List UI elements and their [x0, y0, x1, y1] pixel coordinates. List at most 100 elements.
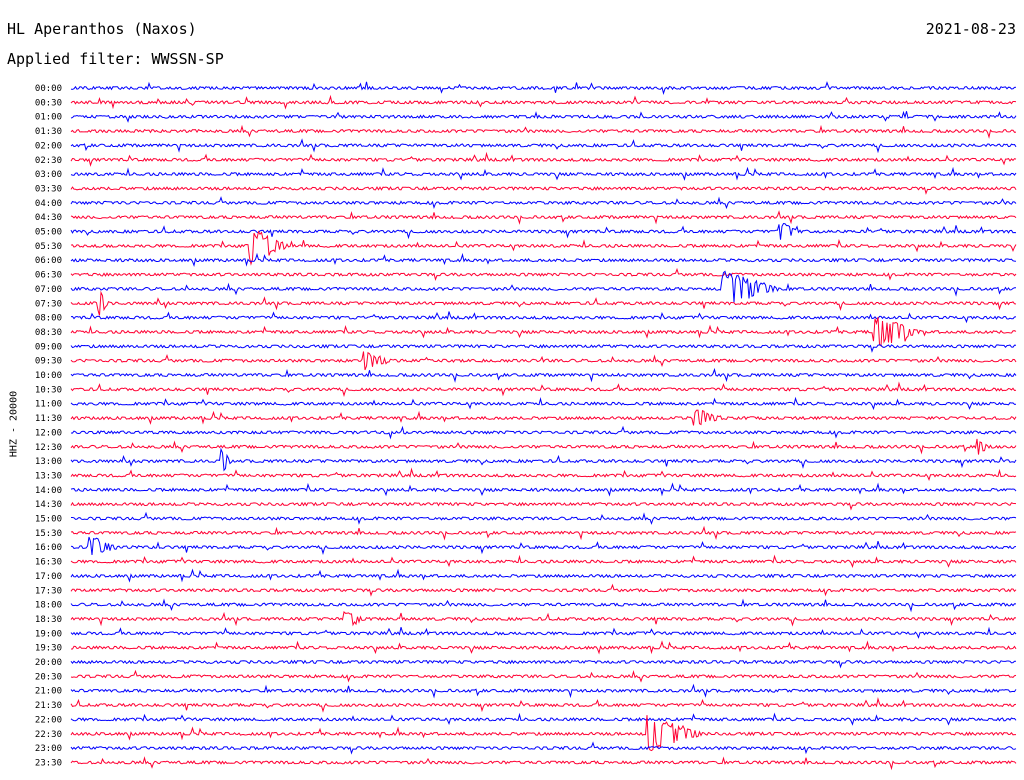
row-time-label: 07:00 [35, 285, 62, 295]
seismic-trace [70, 351, 1017, 371]
seismic-trace [70, 583, 1017, 597]
row-time-label: 08:30 [35, 328, 62, 338]
row-time-label: 08:00 [35, 314, 62, 324]
seismic-trace [70, 467, 1017, 482]
row-time-label: 04:30 [35, 213, 62, 223]
seismic-trace [70, 554, 1017, 569]
seismic-trace [70, 381, 1017, 398]
row-time-label: 01:30 [35, 127, 62, 137]
row-time-label: 06:30 [35, 271, 62, 281]
row-time-label: 01:00 [35, 113, 62, 123]
seismic-trace [70, 230, 1017, 266]
seismic-trace [70, 317, 1017, 347]
row-time-label: 19:30 [35, 644, 62, 654]
seismic-trace [70, 138, 1017, 154]
row-time-label: 17:00 [35, 572, 62, 582]
row-time-label: 02:30 [35, 156, 62, 166]
seismic-trace [70, 166, 1017, 181]
seismic-trace [70, 697, 1017, 713]
seismic-trace [70, 367, 1017, 383]
row-time-label: 10:00 [35, 371, 62, 381]
seismic-trace [70, 311, 1017, 324]
row-time-label: 03:30 [35, 184, 62, 194]
seismic-trace [70, 222, 1017, 240]
seismic-trace [70, 715, 1016, 752]
seismic-trace [70, 756, 1017, 771]
seismic-trace [70, 151, 1017, 167]
row-time-label: 05:00 [35, 228, 62, 238]
seismic-trace [70, 438, 1017, 455]
filter-label: Applied filter: WWSSN-SP [7, 50, 224, 68]
row-time-label: 15:30 [35, 529, 62, 539]
seismic-trace [70, 611, 1017, 627]
row-time-label: 13:00 [35, 457, 62, 467]
seismic-trace [70, 124, 1017, 139]
seismic-trace [70, 741, 1017, 755]
row-time-label: 05:30 [35, 242, 62, 252]
row-time-label: 00:00 [35, 84, 62, 94]
row-time-label: 12:00 [35, 428, 62, 438]
row-time-label: 11:00 [35, 400, 62, 410]
seismic-trace [70, 94, 1017, 110]
seismic-trace [70, 425, 1017, 440]
row-time-label: 10:30 [35, 385, 62, 395]
row-time-label: 21:00 [35, 687, 62, 697]
row-time-label: 03:00 [35, 170, 62, 180]
row-time-label: 02:00 [35, 141, 62, 151]
seismic-trace [70, 186, 1017, 195]
row-time-label: 20:00 [35, 658, 62, 668]
row-time-label: 23:30 [35, 758, 62, 768]
row-time-label: 23:00 [35, 744, 62, 754]
row-time-label: 06:00 [35, 256, 62, 266]
seismic-trace [70, 712, 1017, 726]
seismic-trace [70, 447, 1017, 472]
row-time-label: 11:30 [35, 414, 62, 424]
row-time-label: 20:30 [35, 672, 62, 682]
row-time-label: 13:30 [35, 471, 62, 481]
row-time-label: 18:00 [35, 601, 62, 611]
seismic-trace [70, 210, 1017, 225]
row-time-label: 00:30 [35, 98, 62, 108]
recording-date: 2021-08-23 [925, 20, 1016, 38]
seismic-trace [70, 536, 1017, 556]
seismic-trace [70, 482, 1017, 497]
seismic-trace [70, 81, 1017, 95]
row-time-label: 22:30 [35, 730, 62, 740]
row-time-label: 16:00 [35, 543, 62, 553]
row-time-label: 18:30 [35, 615, 62, 625]
seismic-trace [70, 683, 1017, 699]
seismic-trace [70, 196, 1017, 210]
seismic-trace [70, 501, 1017, 511]
seismic-trace [70, 290, 1017, 316]
seismic-trace [70, 396, 1017, 411]
seismic-trace [70, 598, 1017, 613]
seismic-trace [70, 267, 1017, 282]
seismic-trace [70, 110, 1017, 123]
seismic-trace [70, 409, 1017, 426]
row-time-label: 14:00 [35, 486, 62, 496]
row-time-label: 14:30 [35, 500, 62, 510]
station-title: HL Aperanthos (Naxos) [7, 20, 197, 38]
row-time-label: 22:00 [35, 715, 62, 725]
seismic-trace [70, 270, 1017, 303]
seismic-trace [70, 669, 1017, 683]
row-time-label: 17:30 [35, 586, 62, 596]
seismic-trace [70, 626, 1017, 639]
row-time-label: 09:00 [35, 342, 62, 352]
seismic-trace [70, 343, 1017, 353]
seismic-trace [70, 252, 1017, 267]
row-time-label: 19:00 [35, 629, 62, 639]
seismic-trace [71, 640, 1017, 655]
row-time-label: 04:00 [35, 199, 62, 209]
row-time-label: 15:00 [35, 515, 62, 525]
row-time-label: 09:30 [35, 357, 62, 367]
row-time-label: 16:30 [35, 558, 62, 568]
seismic-trace [70, 659, 1017, 669]
row-time-label: 07:30 [35, 299, 62, 309]
seismic-trace [71, 511, 1017, 525]
row-time-label: 12:30 [35, 443, 62, 453]
seismic-trace [70, 568, 1017, 583]
seismic-trace [70, 525, 1017, 541]
row-time-label: 21:30 [35, 701, 62, 711]
